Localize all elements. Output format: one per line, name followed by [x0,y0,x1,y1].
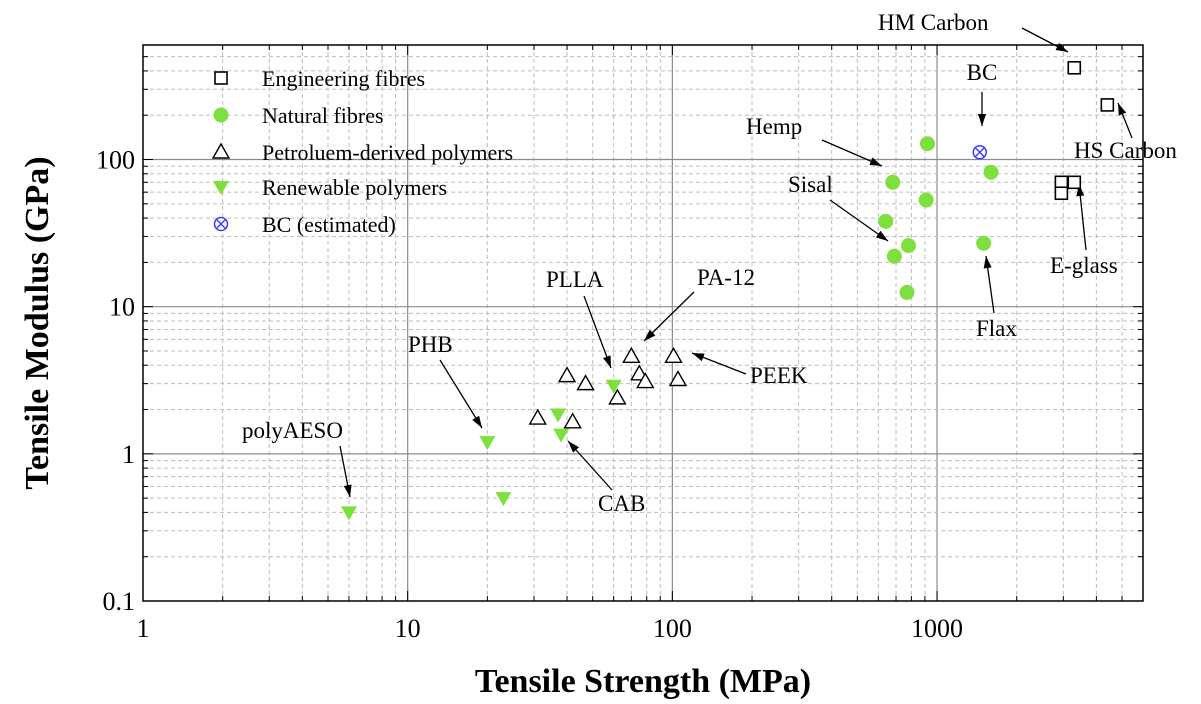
x-tick-label: 1 [137,614,150,643]
legend-marker [213,216,229,232]
data-point [972,145,987,160]
annotation-label: PEEK [750,363,808,388]
x-tick-label: 10 [395,614,421,643]
data-point [563,412,582,429]
data-point [576,374,595,391]
annotation-arrow [439,359,483,429]
annotation-arrow [643,291,695,342]
annotation-arrow [583,295,612,369]
annotation-label: BC [967,60,998,85]
x-axis-title: Tensile Strength (MPa) [475,663,811,700]
data-point [878,213,894,229]
annotation-arrow [829,199,889,242]
annotation-arrow [983,255,995,314]
annotation-arrow [821,139,883,167]
annotation-arrow [978,92,986,126]
data-point [918,192,934,208]
annotation-label: HM Carbon [878,10,989,35]
data-point [664,346,683,364]
data-point [608,388,627,405]
annotation-label: polyAESO [242,418,343,443]
annotation-label: E-glass [1050,253,1118,278]
data-point [1100,98,1115,112]
legend-item: BC (estimated) [213,212,396,237]
legend-label: BC (estimated) [262,212,396,237]
y-axis-title: Tensile Modulus (GPa) [19,156,56,489]
legend-label: Renewable polymers [262,175,447,200]
data-point [1054,186,1069,201]
annotation-arrows [339,27,1133,498]
annotation-arrow [567,440,613,491]
x-tick-label: 100 [653,614,692,643]
data-point [553,428,570,443]
data-point [622,346,641,364]
data-point [528,408,547,425]
annotation-label: PA-12 [697,265,755,290]
data-point [340,506,357,521]
x-tick-labels: 1 10 100 1000 [137,614,964,643]
data-point [886,248,902,264]
data-point [1067,60,1082,75]
data-point [550,408,567,423]
legend-label: Petroluem-derived polymers [262,140,513,165]
data-point [479,436,496,451]
annotation-arrow [691,352,747,375]
data-point [919,136,935,152]
annotation-label: Flax [976,316,1017,341]
plot-frame [142,44,1144,602]
legend-item: Engineering fibres [214,66,425,91]
annotation-label: CAB [598,491,645,516]
data-point [1067,175,1082,190]
axis-ticks [143,45,1143,601]
legend-marker [214,71,228,85]
y-tick-labels: 0.1 1 10 100 [96,146,135,616]
annotation-label: PHB [408,332,453,357]
data-point [983,164,999,180]
annotation-label: Sisal [788,172,833,197]
data-point [976,235,992,251]
data-point [605,379,622,394]
data-point [668,370,688,387]
y-tick-label: 100 [96,146,135,175]
annotation-arrow [1076,183,1087,251]
annotation-arrow [339,445,352,498]
legend-label: Natural fibres [262,103,384,128]
legend: Engineering fibres Natural fibres Petrolue… [211,66,513,237]
legend-label: Engineering fibres [262,66,425,91]
annotation-label: Hemp [746,114,802,139]
y-tick-label: 10 [109,293,135,322]
data-point [899,284,915,300]
data-point [557,366,577,383]
legend-marker [213,181,229,195]
data-point [885,174,901,190]
data-points [340,60,1115,521]
legend-item: Petroluem-derived polymers [211,140,513,165]
annotation-label: PLLA [546,267,604,292]
annotation-arrow [1021,27,1069,53]
data-point [900,238,916,254]
legend-marker [211,142,231,159]
data-point [495,492,512,507]
annotation-labels: HM Carbon BC HS Carbon Hemp Sisal E-glass Flax… [242,10,1177,516]
annotation-arrow [1117,102,1133,139]
y-tick-label: 1 [122,440,135,469]
data-point [636,372,655,389]
x-tick-label: 1000 [911,614,963,643]
annotation-label: HS Carbon [1074,138,1177,163]
legend-item: Natural fibres [213,103,384,128]
y-tick-label: 0.1 [103,587,136,616]
legend-item: Renewable polymers [213,175,447,200]
legend-marker [213,107,229,123]
